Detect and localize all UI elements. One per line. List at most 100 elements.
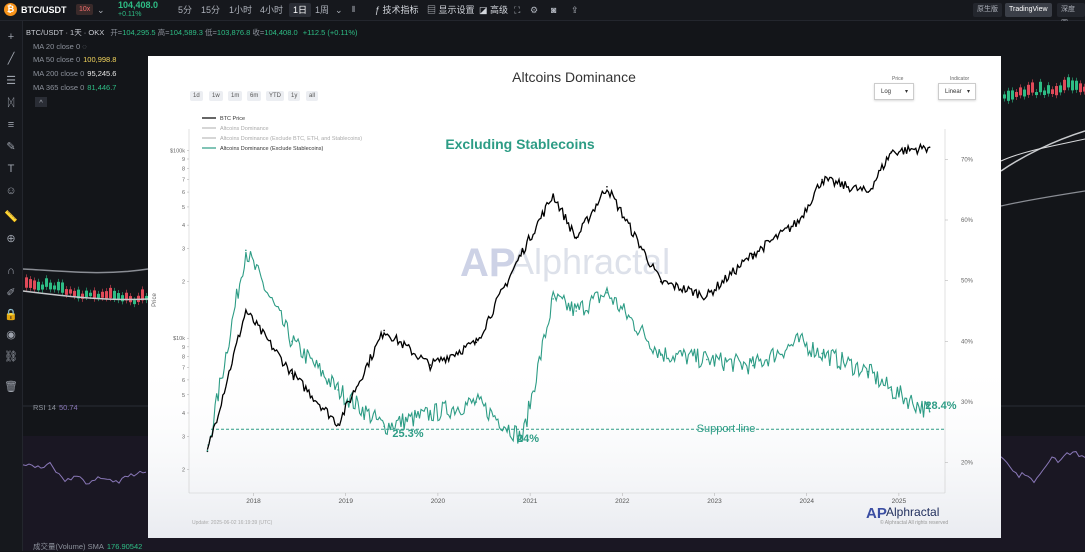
legend-entry[interactable]: Altcoins Dominance xyxy=(220,126,269,132)
volume-value: 176.90542 xyxy=(106,542,143,551)
more-timeframes-icon[interactable]: ⌄ xyxy=(335,5,343,15)
dominance-point xyxy=(291,340,293,343)
background-candle xyxy=(1039,78,1042,96)
chevron-down-icon[interactable]: ⌄ xyxy=(97,5,105,15)
lock-icon[interactable]: 🔒 xyxy=(4,309,18,321)
collapse-legend-icon[interactable]: ^ xyxy=(35,97,47,107)
zoom-icon[interactable]: ⊕ xyxy=(6,233,16,245)
price-scale-dropdown[interactable]: Log ▾ xyxy=(874,83,914,100)
fib-icon[interactable]: ≡ xyxy=(7,119,15,131)
y-right-tick: 40% xyxy=(961,339,974,345)
background-candle xyxy=(1079,80,1082,96)
ma50-legend[interactable]: MA 50 close 0 100,998.8 xyxy=(33,54,116,65)
range-1m[interactable]: 1m xyxy=(228,91,243,101)
background-candle xyxy=(41,281,44,293)
background-candle xyxy=(1071,77,1074,94)
low-value: 103,876.8 xyxy=(216,28,251,37)
timeframe-1d[interactable]: 1日 xyxy=(289,3,312,17)
range-1y[interactable]: 1y xyxy=(288,91,301,101)
dominance-point xyxy=(206,449,209,452)
btc-point xyxy=(659,280,662,283)
y-left-tick: 9 xyxy=(182,157,185,163)
background-candle xyxy=(61,279,64,296)
rsi-label: RSI 14 xyxy=(33,403,56,412)
background-candle xyxy=(29,276,32,291)
y-left-tick: 6 xyxy=(182,190,185,196)
range-1w[interactable]: 1w xyxy=(209,91,223,101)
trash-icon[interactable]: 🗑 xyxy=(4,381,18,393)
watermark: AP Alphractal xyxy=(460,241,670,285)
fullscreen-icon[interactable]: ⛶ xyxy=(514,5,521,15)
x-tick: 2025 xyxy=(892,498,907,505)
timeframe-4h[interactable]: 4小时 xyxy=(260,5,284,15)
dominance-point xyxy=(752,364,754,367)
background-candle xyxy=(1023,86,1026,100)
eye-icon[interactable]: ◉ xyxy=(6,329,16,341)
dominance-point xyxy=(575,310,578,312)
dominance-point xyxy=(867,370,869,373)
link-icon[interactable]: ⛓ xyxy=(4,351,18,363)
ma20-legend[interactable]: MA 20 close 0 ◌ xyxy=(33,41,87,52)
btc-point xyxy=(521,250,524,253)
ma365-legend[interactable]: MA 365 close 0 81,446.7 xyxy=(33,82,116,93)
candle-type-icon[interactable]: ⫴ xyxy=(352,5,356,14)
lock-drawing-icon[interactable]: ✐ xyxy=(6,287,16,299)
horizontal-lines-icon[interactable]: ☰ xyxy=(6,75,16,87)
timeframe-15m[interactable]: 15分 xyxy=(201,5,221,15)
range-all[interactable]: all xyxy=(306,91,319,101)
text-icon[interactable]: T xyxy=(7,163,15,175)
dominance-point xyxy=(521,437,524,440)
share-icon[interactable]: ⇪ xyxy=(571,5,579,15)
btc-point xyxy=(798,220,800,222)
x-tick: 2023 xyxy=(707,498,722,505)
open-value: 104,295.5 xyxy=(122,28,156,37)
legend-entry[interactable]: Altcoins Dominance (Exclude BTC, ETH, an… xyxy=(220,136,362,142)
background-candle xyxy=(125,289,128,304)
pattern-icon[interactable]: ᛞ xyxy=(7,97,15,109)
tab-depth[interactable]: 深度图 xyxy=(1057,3,1085,27)
advanced-button[interactable]: ◪ 高级 xyxy=(479,0,508,20)
rsi-legend: RSI 14 50.74 xyxy=(33,402,78,413)
range-6m[interactable]: 6m xyxy=(247,91,262,101)
ruler-icon[interactable]: 📏 xyxy=(4,211,18,223)
emoji-icon[interactable]: ☺ xyxy=(5,185,17,197)
rsi-value: 50.74 xyxy=(58,403,78,412)
timeframe-1w[interactable]: 1周 xyxy=(315,5,330,15)
trendline-icon[interactable]: ╱ xyxy=(7,53,15,65)
legend-entry[interactable]: BTC Price xyxy=(220,116,245,122)
tab-tradingview[interactable]: TradingView xyxy=(1005,3,1052,17)
background-candle xyxy=(1047,82,1050,97)
background-candle xyxy=(81,290,84,302)
leverage-badge: 10x xyxy=(76,4,94,15)
brush-icon[interactable]: ✎ xyxy=(6,141,16,153)
tab-native[interactable]: 原生版 xyxy=(973,3,1002,17)
brand-logo: AP Alphractal © Alphractal All rights re… xyxy=(866,505,948,526)
x-tick: 2020 xyxy=(431,498,446,505)
magnet-icon[interactable]: ∩ xyxy=(7,265,15,277)
background-candle xyxy=(1007,87,1010,104)
update-note: Update: 2025-06-02 16:19:39 (UTC) xyxy=(192,520,273,526)
timeframe-5m[interactable]: 5分 xyxy=(178,5,193,15)
timeframe-1h[interactable]: 1小时 xyxy=(229,5,253,15)
gear-icon[interactable]: ⚙ xyxy=(530,5,539,15)
dominance-point xyxy=(890,389,893,391)
background-candle xyxy=(1031,79,1034,96)
indicators-button[interactable]: ƒ 技术指标 xyxy=(375,0,419,20)
y-left-tick: 2 xyxy=(182,468,185,474)
brand-name: Alphractal xyxy=(886,505,939,519)
background-candle xyxy=(97,290,100,302)
range-ytd[interactable]: YTD xyxy=(266,91,284,101)
display-settings-button[interactable]: ▤ 显示设置 xyxy=(427,0,475,20)
range-1d[interactable]: 1d xyxy=(190,91,203,101)
btc-point xyxy=(383,329,385,332)
legend-entry[interactable]: Altcoins Dominance (Exclude Stablecoins) xyxy=(220,146,323,152)
eye-off-icon[interactable]: ◌ xyxy=(82,42,87,51)
x-tick: 2024 xyxy=(799,498,814,505)
symbol-selector[interactable]: BTC/USDT xyxy=(21,5,67,15)
ma200-legend[interactable]: MA 200 close 0 95,245.6 xyxy=(33,68,116,79)
indicator-scale-dropdown[interactable]: Linear ▾ xyxy=(938,83,976,100)
background-candle xyxy=(1051,86,1054,97)
crosshair-icon[interactable]: + xyxy=(7,31,15,43)
camera-icon[interactable]: ◙ xyxy=(551,5,557,15)
annotation-25-3: 25.3% xyxy=(392,428,423,440)
